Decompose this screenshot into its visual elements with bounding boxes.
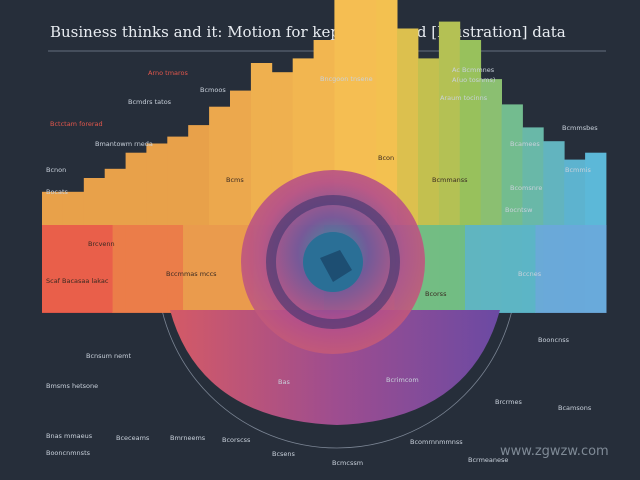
color-band-1	[42, 225, 113, 313]
label-bottom-3: Bcorscss	[222, 436, 251, 444]
label-bottom-6: Bcomrnnmmnss	[410, 438, 463, 446]
label-left-2: Bctctam forerad	[50, 120, 103, 128]
label-inside-2: Bccmmas mccs	[166, 270, 217, 278]
center-ring	[266, 195, 400, 329]
label-inside-5: Bcon	[378, 154, 394, 162]
lower-bowl	[170, 310, 500, 425]
label-inside-1: Scaf Bacasaa lakac	[46, 277, 109, 285]
label-right-6: Bccnes	[518, 270, 542, 278]
label-top-2: Bncgoon tnsene	[320, 75, 373, 83]
label-right-7: Booncnss	[538, 336, 570, 344]
label-right-1: Bcmmsbes	[562, 124, 598, 132]
label-bottom-8: Bcrimcom	[386, 376, 419, 384]
label-right-9: Bcamsons	[558, 404, 592, 412]
label-inside-7: Bcorss	[425, 290, 447, 298]
label-left-5: Bocats	[46, 188, 69, 196]
label-right-8: Brcrmes	[495, 398, 522, 406]
label-top-5: A(uo tosnms)	[452, 76, 495, 84]
color-band-2	[112, 225, 184, 313]
label-right-3: Bcmmis	[565, 166, 592, 174]
label-left-4: Bcnon	[46, 166, 66, 174]
label-left-1: Bcmdrs tatos	[128, 98, 172, 106]
watermark: www.zgwzw.com	[500, 444, 609, 459]
label-right-4: Bcomsnre	[510, 184, 542, 192]
label-top-6: Araum tocinns	[440, 94, 488, 102]
color-band-7	[465, 225, 536, 313]
label-bottom-4: Bcsens	[272, 450, 296, 458]
label-bottom-5: Bcmcssm	[332, 459, 363, 467]
label-inside-3: Brcvenn	[88, 240, 115, 248]
label-right-5: Bocntsw	[505, 206, 533, 214]
label-right-2: Bcamees	[510, 140, 540, 148]
center-gem	[320, 250, 352, 282]
color-band-8	[535, 225, 607, 313]
annotation-group: Bcmdrs tatos Bctctam forerad Bmantowm rn…	[46, 66, 598, 467]
label-bottom-7: Bcrmeanese	[468, 456, 508, 464]
label-left-9: Booncnmnsts	[46, 449, 91, 457]
chart-title: Business thinks and it: Motion for kept …	[50, 23, 566, 41]
label-top-4: Ac Bcmmnes	[452, 66, 495, 74]
label-top-3: Bcmoos	[200, 86, 226, 94]
label-left-6: Bcnsum nemt	[86, 352, 132, 360]
label-bottom-2: Bmrneems	[170, 434, 206, 442]
label-left-3: Bmantowm rneda	[95, 140, 153, 148]
label-left-7: Bmsms hetsone	[46, 382, 98, 390]
label-inside-4: Bcms	[226, 176, 244, 184]
label-bottom-1: Bceceams	[116, 434, 150, 442]
label-top-1: Arno tmaros	[148, 69, 189, 77]
label-inside-8: Bas	[278, 378, 290, 386]
label-inside-6: Bcmmanss	[432, 176, 468, 184]
label-left-8: Bnas mmaeus	[46, 432, 93, 440]
